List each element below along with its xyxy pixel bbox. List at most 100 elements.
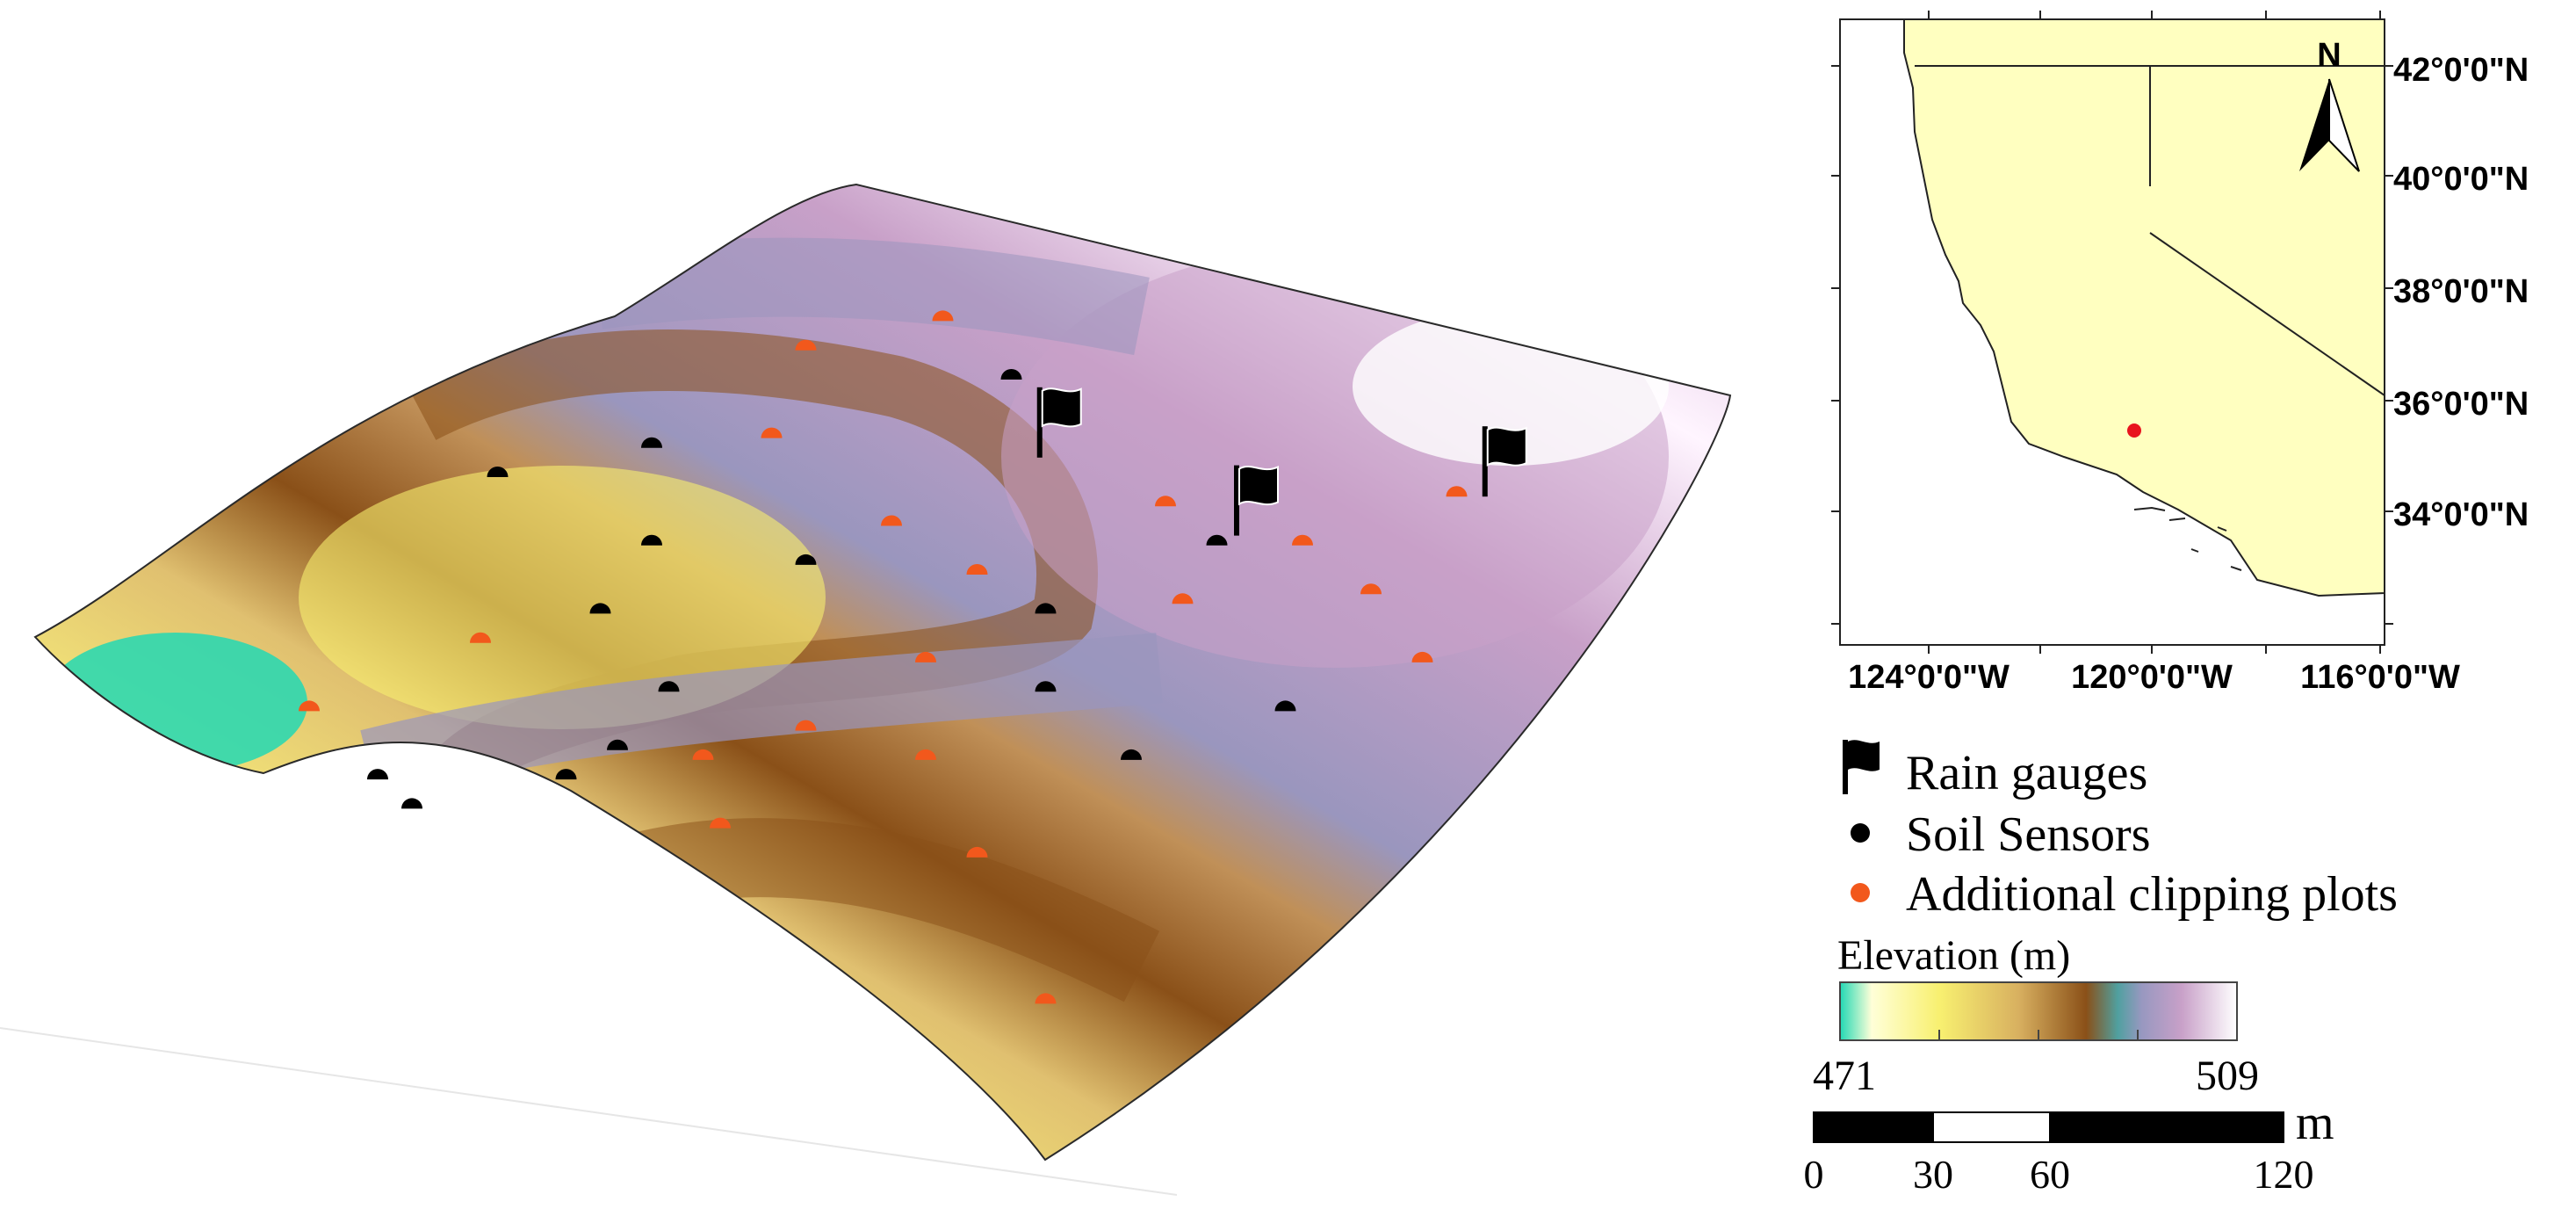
orange-dot-icon: [1851, 883, 1870, 902]
black-dot-icon: [1851, 823, 1870, 843]
clipping-plot-marker: [966, 846, 988, 858]
legend: Rain gauges Soil Sensors Additional clip…: [1843, 740, 2398, 922]
island-4: [2230, 566, 2242, 571]
state-borders: [1915, 65, 2385, 396]
north-arrow-shape-right: [2328, 78, 2360, 172]
lat-label-38: 38°0'0"N: [2393, 273, 2529, 310]
clipping-plot-marker: [915, 749, 936, 760]
scale-seg-3: [2049, 1111, 2284, 1143]
clipping-plot-marker: [470, 632, 491, 643]
flag-cloth: [1486, 426, 1527, 467]
clipping-plot-marker: [1155, 496, 1176, 507]
soil-sensor-marker: [1035, 603, 1057, 614]
soil-sensor-marker: [795, 554, 817, 565]
california-land: [1903, 18, 2385, 597]
elevation-max-label: 509: [2196, 1053, 2259, 1099]
island-2: [2168, 518, 2186, 521]
rain-gauge-flag-icon: [1036, 387, 1082, 458]
soil-sensor-marker: [1206, 534, 1228, 546]
clipping-plot-marker: [1411, 651, 1433, 662]
site-markers: [299, 310, 1527, 1004]
soil-sensor-marker: [641, 534, 662, 546]
legend-soil-sensors-label: Soil Sensors: [1906, 807, 2151, 862]
soil-sensor-marker: [487, 467, 509, 477]
inset-map-ticks: [1831, 11, 2393, 654]
soil-sensor-marker: [1274, 700, 1296, 712]
clipping-plot-marker: [881, 515, 902, 526]
legend-rain-gauges: Rain gauges: [1843, 740, 2147, 800]
soil-sensor-marker: [641, 437, 662, 448]
terrain-surface: [0, 183, 1732, 1196]
lower-ridge-band: [603, 818, 1160, 1002]
clipping-plot-marker: [1292, 534, 1313, 546]
legend-soil-sensors: Soil Sensors: [1851, 807, 2151, 862]
scale-unit: m: [2296, 1096, 2334, 1150]
study-site-marker: [2127, 423, 2141, 438]
clipping-plot-marker: [915, 651, 936, 662]
scale-label-30: 30: [1913, 1152, 1953, 1197]
soil-sensor-marker: [658, 681, 680, 692]
clipping-plot-marker: [710, 817, 731, 829]
lon-label-124: 124°0'0"W: [1848, 659, 2010, 696]
clipping-plot-marker: [761, 427, 783, 438]
soil-sensor-marker: [1035, 681, 1057, 692]
lat-label-34: 34°0'0"N: [2393, 496, 2529, 533]
nevada-border-diagonal: [2149, 232, 2385, 396]
clipping-plot-marker: [1172, 593, 1194, 604]
clipping-plot-marker: [1035, 993, 1057, 1004]
lat-label-36: 36°0'0"N: [2393, 386, 2529, 423]
lon-label-120: 120°0'0"W: [2071, 659, 2233, 696]
soil-sensor-marker: [607, 739, 628, 750]
latitude-labels: 42°0'0"N 40°0'0"N 38°0'0"N 36°0'0"N 34°0…: [2393, 52, 2529, 533]
lat-label-42: 42°0'0"N: [2393, 52, 2529, 89]
terrain-edge: [33, 183, 1732, 1162]
flag-pole: [1234, 465, 1239, 536]
longitude-labels: 124°0'0"W 120°0'0"W 116°0'0"W: [1848, 659, 2460, 696]
teal-zone: [44, 633, 307, 773]
island-5: [2190, 548, 2199, 553]
elevation-colorbar: Elevation (m) 471 509: [1813, 932, 2259, 1099]
soil-sensor-marker: [367, 769, 389, 780]
rain-gauge-flag-icon: [1482, 426, 1527, 497]
clipping-plot-marker: [795, 339, 817, 351]
legend-clipping-plots: Additional clipping plots: [1851, 867, 2398, 922]
elevation-title: Elevation (m): [1837, 932, 2070, 979]
scale-seg-2: [1932, 1111, 2051, 1143]
scale-seg-1: [1813, 1111, 1934, 1143]
legend-rain-gauges-label: Rain gauges: [1906, 746, 2147, 800]
clipping-plot-marker: [795, 720, 817, 731]
lon-label-116: 116°0'0"W: [2300, 659, 2460, 696]
island-3: [2217, 526, 2227, 532]
clipping-plot-marker: [299, 700, 320, 712]
channel-islands: [2133, 506, 2242, 571]
scale-bar: m 0 30 60 120: [1804, 1096, 2334, 1197]
north-arrow-shape: [2299, 79, 2329, 171]
ground-shadow-line: [0, 1027, 1178, 1196]
scale-label-120: 120: [2254, 1152, 2314, 1197]
inset-map: N 42°0'0"N 40°0'0"N 38°0'0"N 36°0'0"N 34…: [1831, 11, 2529, 696]
clipping-plot-marker: [1446, 486, 1468, 497]
upper-valley-band: [591, 237, 1150, 356]
soil-sensor-marker: [1121, 749, 1142, 760]
island-1: [2133, 506, 2166, 511]
flag-pole: [1482, 426, 1488, 497]
valley-band: [360, 633, 1163, 799]
flag-icon: [1843, 740, 1880, 794]
flag-pole: [1036, 387, 1043, 458]
soil-sensor-marker: [401, 798, 422, 809]
flag-cloth: [1238, 466, 1279, 506]
yellow-zone: [299, 466, 826, 729]
scale-label-60: 60: [2030, 1152, 2070, 1197]
north-arrow: N: [2299, 37, 2360, 172]
clipping-plot-marker: [932, 310, 954, 322]
north-label: N: [2317, 37, 2341, 74]
terrain-shading: [44, 237, 1669, 1002]
scale-label-0: 0: [1804, 1152, 1824, 1197]
soil-sensor-marker: [589, 603, 611, 614]
clipping-plot-marker: [966, 564, 988, 575]
flag-cloth: [1041, 387, 1082, 428]
legend-clipping-plots-label: Additional clipping plots: [1906, 867, 2398, 922]
rain-gauge-flag-icon: [1234, 465, 1279, 536]
soil-sensor-marker: [555, 769, 577, 780]
